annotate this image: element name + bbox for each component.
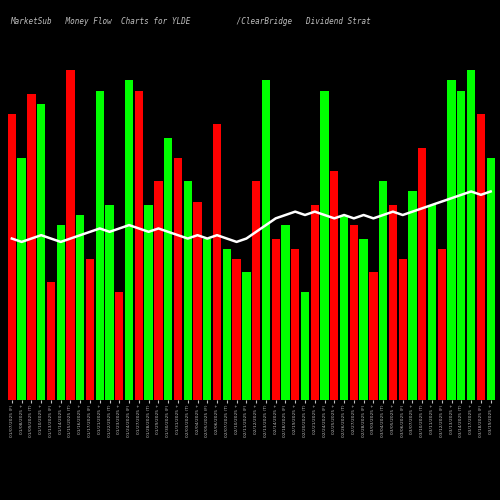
Bar (56, 225, 65, 400)
Bar (457, 90, 466, 400)
Bar (398, 258, 407, 400)
Text: MarketSub   Money Flow  Charts for YLDE          /ClearBridge   Dividend Strat: MarketSub Money Flow Charts for YLDE /Cl… (10, 18, 370, 26)
Bar (222, 248, 231, 400)
Bar (448, 80, 456, 400)
Bar (272, 238, 280, 400)
Bar (76, 215, 84, 400)
Bar (174, 158, 182, 400)
Bar (252, 182, 260, 400)
Bar (320, 90, 328, 400)
Bar (262, 80, 270, 400)
Bar (164, 138, 172, 400)
Bar (418, 148, 426, 400)
Bar (476, 114, 485, 400)
Bar (486, 158, 495, 400)
Bar (213, 124, 221, 400)
Bar (203, 238, 211, 400)
Bar (369, 272, 378, 400)
Bar (340, 215, 348, 400)
Bar (282, 225, 290, 400)
Bar (96, 90, 104, 400)
Bar (27, 94, 36, 400)
Bar (291, 248, 300, 400)
Bar (37, 104, 46, 400)
Bar (310, 205, 319, 400)
Bar (47, 282, 55, 400)
Bar (134, 90, 143, 400)
Bar (389, 205, 397, 400)
Bar (408, 192, 416, 400)
Bar (18, 158, 26, 400)
Bar (125, 80, 134, 400)
Bar (66, 70, 74, 400)
Bar (360, 238, 368, 400)
Bar (106, 205, 114, 400)
Bar (242, 272, 250, 400)
Bar (184, 182, 192, 400)
Bar (115, 292, 124, 400)
Bar (154, 182, 162, 400)
Bar (232, 258, 240, 400)
Bar (428, 205, 436, 400)
Bar (330, 172, 338, 400)
Bar (379, 182, 388, 400)
Bar (301, 292, 309, 400)
Bar (194, 202, 202, 400)
Bar (144, 205, 153, 400)
Bar (438, 248, 446, 400)
Bar (467, 70, 475, 400)
Bar (8, 114, 16, 400)
Bar (350, 225, 358, 400)
Bar (86, 258, 94, 400)
